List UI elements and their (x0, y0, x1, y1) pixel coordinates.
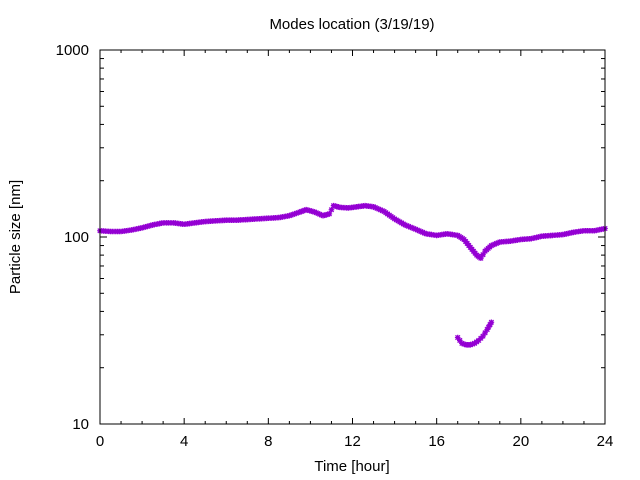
data-point (467, 342, 474, 348)
x-tick-label: 20 (512, 433, 529, 450)
data-point (411, 225, 417, 232)
data-point (484, 326, 490, 333)
data-point (326, 211, 333, 217)
data-point (328, 206, 335, 213)
data-point (318, 212, 325, 218)
data-point (315, 210, 321, 217)
x-tick-label: 4 (180, 433, 188, 450)
y-tick-label: 100 (64, 229, 89, 246)
y-axis-label: Particle size [nm] (7, 180, 24, 294)
data-point (488, 242, 495, 249)
axis-ticks: 0 4 8 12 16 20 24 10 100 1000 (56, 42, 614, 450)
data-point (316, 211, 323, 218)
x-tick-label: 12 (344, 433, 361, 450)
data-point (313, 209, 320, 216)
data-point (480, 251, 486, 258)
data-point (459, 340, 465, 347)
series-1 (97, 202, 608, 262)
data-point (480, 333, 486, 339)
data-point (485, 324, 492, 330)
data-point (419, 229, 426, 236)
x-tick-label: 0 (96, 433, 104, 450)
data-point (493, 240, 500, 247)
data-point (370, 204, 377, 210)
data-point (418, 228, 424, 235)
data-point (461, 341, 467, 347)
data-point (469, 341, 476, 347)
data-point (372, 204, 379, 211)
data-point (311, 209, 318, 215)
chart-title: Modes location (3/19/19) (269, 16, 434, 33)
data-point (412, 226, 419, 233)
data-point (404, 222, 410, 229)
data-point (454, 334, 461, 341)
data-point (488, 319, 495, 326)
data-point (491, 241, 498, 247)
data-point (495, 239, 501, 246)
plot-series (97, 202, 608, 348)
x-tick-label: 24 (597, 433, 614, 450)
x-tick-label: 16 (428, 433, 445, 450)
data-point (405, 223, 412, 230)
data-point (478, 255, 484, 262)
y-tick-label: 1000 (56, 42, 89, 59)
data-point (490, 242, 496, 248)
x-tick-label: 8 (264, 433, 272, 450)
y-tick-label: 10 (72, 416, 89, 433)
x-axis-label: Time [hour] (314, 458, 389, 475)
data-point (457, 337, 463, 344)
data-point (409, 225, 415, 231)
data-point (379, 207, 386, 214)
data-point (487, 321, 493, 328)
plot-frame (99, 49, 606, 425)
data-point (374, 205, 380, 212)
data-point (376, 206, 382, 212)
data-point (407, 224, 414, 230)
data-point (482, 330, 488, 336)
data-point (421, 230, 428, 236)
series-2 (454, 319, 495, 348)
data-point (416, 227, 422, 234)
data-point (402, 222, 408, 228)
data-point (377, 207, 384, 213)
data-point (414, 227, 421, 233)
